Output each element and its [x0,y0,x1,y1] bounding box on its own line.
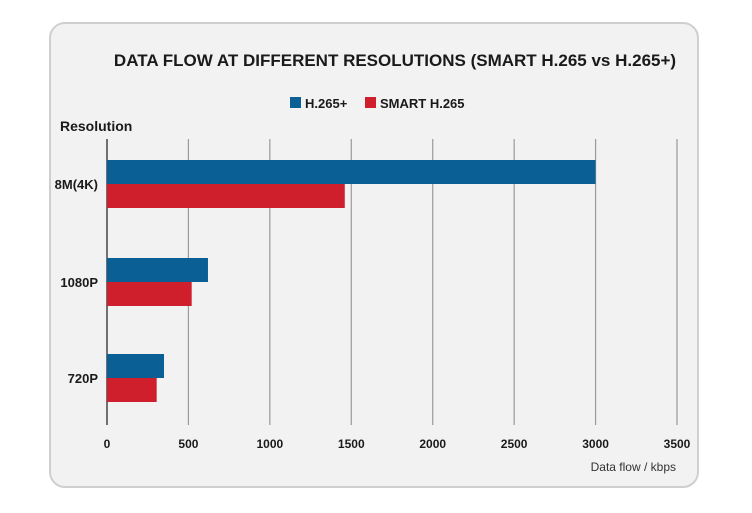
legend: H.265+ SMART H.265 [290,96,465,111]
bars [107,160,596,402]
category-label: 720P [68,371,99,386]
category-label: 1080P [60,275,98,290]
bar-smart-h265 [107,184,345,208]
x-tick-label: 1000 [257,437,284,451]
category-labels: 8M(4K) 1080P 720P [55,177,99,386]
legend-label: H.265+ [305,96,348,111]
bar-smart-h265 [107,282,192,306]
legend-swatch [290,97,301,108]
x-tick-label: 2500 [501,437,528,451]
x-axis-label: Data flow / kbps [591,460,676,474]
x-tick-label: 3000 [582,437,609,451]
bar-smart-h265 [107,378,157,402]
x-tick-label: 2000 [419,437,446,451]
bar-h265plus [107,354,164,378]
bar-h265plus [107,258,208,282]
y-axis-label: Resolution [60,118,132,134]
x-tick-label: 1500 [338,437,365,451]
legend-label: SMART H.265 [380,96,465,111]
x-tick-labels: 0 500 1000 1500 2000 2500 3000 3500 [104,437,691,451]
bar-h265plus [107,160,596,184]
x-tick-label: 0 [104,437,111,451]
x-tick-label: 500 [178,437,198,451]
legend-swatch [365,97,376,108]
chart-title: DATA FLOW AT DIFFERENT RESOLUTIONS (SMAR… [114,51,676,70]
x-tick-label: 3500 [664,437,691,451]
category-label: 8M(4K) [55,177,98,192]
